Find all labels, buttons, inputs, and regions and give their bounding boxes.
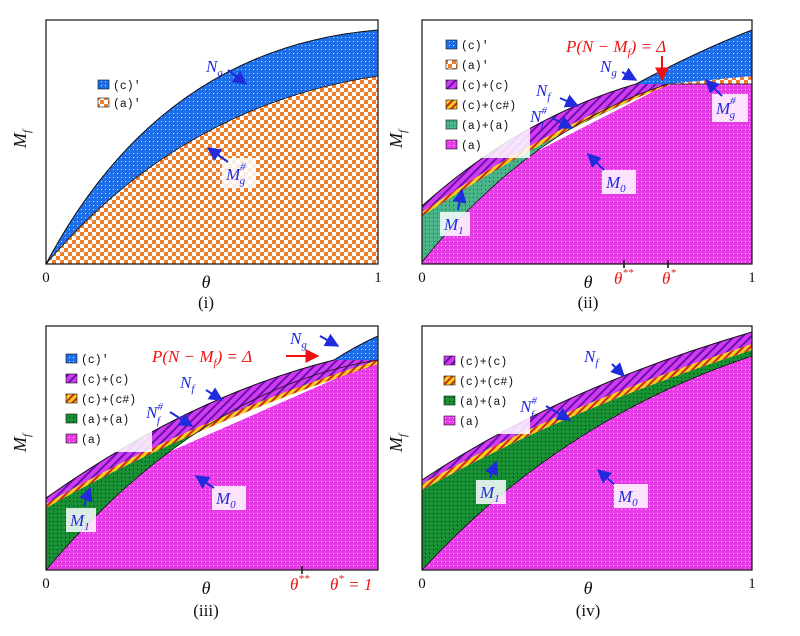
x-axis-label: θ <box>202 272 211 292</box>
x-min-tick: 0 <box>42 576 50 592</box>
region-c-plus-c <box>422 332 752 484</box>
region-c-plus-c-sharp <box>46 360 378 508</box>
legend-item: (c)+(c#) <box>459 376 514 389</box>
theta-double-star: θ** <box>614 267 634 288</box>
panel-caption: (i) <box>198 293 214 312</box>
region-a <box>422 356 752 570</box>
plot-frame <box>45 325 379 571</box>
nf-sharp-label: N# f <box>529 105 547 131</box>
arrow-icon <box>452 188 467 211</box>
y-axis-label: Mf <box>386 128 409 149</box>
arrow-icon <box>194 475 215 489</box>
m0-label: M0 <box>215 489 236 511</box>
x-max-tick: 1 <box>374 270 382 286</box>
arrow-icon <box>705 79 723 97</box>
nf-label: Nf <box>583 347 600 369</box>
legend-item: (a) <box>459 416 480 429</box>
legend-item: (a)+(a) <box>459 396 507 409</box>
ng-label: Ng <box>205 57 223 79</box>
legend-item: (a)' <box>461 60 489 73</box>
arrow-icon <box>559 94 580 108</box>
arrow-icon <box>169 411 194 427</box>
y-axis-label: Mf <box>10 432 33 453</box>
arrow-icon <box>610 362 625 377</box>
arrow-icon <box>485 460 499 479</box>
x-axis-label: θ <box>584 578 593 598</box>
region-a-plus-a <box>422 350 752 570</box>
arrow-icon <box>551 116 574 129</box>
theta-double-star: θ** <box>290 573 310 594</box>
arrow-icon <box>587 153 605 171</box>
condition-label: P(N − Mf) = Δ <box>565 37 666 59</box>
region-c-prime <box>334 336 378 360</box>
panel-iv: (c)+(c) (c)+(c#) (a)+(a) (a) Nf N# f M0 M… <box>386 325 756 620</box>
x-min-tick: 0 <box>418 576 426 592</box>
arrow-icon <box>205 387 224 401</box>
arrow-icon <box>545 405 572 421</box>
y-axis-label: Mf <box>10 128 33 149</box>
m0-label: M0 <box>605 173 626 195</box>
legend-item: (c)+(c) <box>81 374 129 387</box>
legend-item: (c)+(c) <box>459 356 507 369</box>
arrow-icon <box>206 147 229 163</box>
mg-label: M# g <box>715 95 736 121</box>
x-axis-label: θ <box>584 272 593 292</box>
nf-label: Nf <box>535 81 552 103</box>
panel-caption: (ii) <box>578 293 599 312</box>
condition-label: P(N − Mf) = Δ <box>151 347 252 369</box>
m0-label: M0 <box>617 487 638 509</box>
x-min-tick: 0 <box>42 270 50 286</box>
m1-label: M1 <box>69 511 90 533</box>
legend-item: (a)' <box>113 98 141 111</box>
arrow-icon <box>319 333 340 347</box>
legend: (c)' (c)+(c) (c)+(c#) (a)+(a) (a) <box>65 353 136 447</box>
legend-item: (a) <box>461 140 482 153</box>
m1-label: M1 <box>479 483 500 505</box>
plot-frame <box>45 19 379 265</box>
arrow-icon <box>227 69 248 85</box>
region-a <box>422 84 752 264</box>
legend: (c)' (a)' (c)+(c) (c)+(c#) (a)+(a) (a) <box>445 39 516 153</box>
legend: (c)+(c) (c)+(c#) (a)+(a) (a) <box>443 355 514 429</box>
arrow-icon <box>79 486 93 507</box>
legend-item: (c)+(c#) <box>461 100 516 113</box>
panel-i: (c)' (a)' Ng M# g 0 1 θ Mf (i) <box>10 19 382 312</box>
legend-item: (c)+(c) <box>461 80 509 93</box>
panel-caption: (iv) <box>576 601 601 620</box>
plot-frame <box>421 325 753 571</box>
region-c-prime <box>46 30 378 264</box>
x-min-tick: 0 <box>418 270 426 286</box>
plot-frame <box>421 19 753 265</box>
region-a <box>46 360 378 570</box>
legend: (c)' (a)' <box>97 79 141 111</box>
legend-item: (a)+(a) <box>81 414 129 427</box>
legend-item: (c)' <box>113 80 141 93</box>
panel-iii: (c)' (c)+(c) (c)+(c#) (a)+(a) (a) P(N − … <box>10 325 379 620</box>
arrow-icon <box>621 67 638 81</box>
legend-item: (c)+(c#) <box>81 394 136 407</box>
arrow-icon <box>596 469 615 485</box>
nf-sharp-label: N# f <box>519 395 537 421</box>
nf-sharp-label: N# f <box>145 401 163 427</box>
y-axis-label: Mf <box>386 432 409 453</box>
m1-label: M1 <box>443 215 464 237</box>
panel-ii: (c)' (a)' (c)+(c) (c)+(c#) (a)+(a) (a) P… <box>386 19 756 312</box>
ng-label: Ng <box>289 329 307 351</box>
region-a-prime <box>46 76 378 264</box>
x-axis-label: θ <box>202 578 211 598</box>
mg-label: M# g <box>225 161 246 187</box>
legend-item: (a) <box>81 434 102 447</box>
theta-star: θ* = 1 <box>330 573 372 594</box>
legend-item: (c)' <box>81 354 109 367</box>
legend-item: (c)' <box>461 40 489 53</box>
x-max-tick: 1 <box>748 270 756 286</box>
ng-label: Ng <box>599 57 617 79</box>
legend-item: (a)+(a) <box>461 120 509 133</box>
panel-caption: (iii) <box>193 601 219 620</box>
theta-star: θ* <box>662 267 676 288</box>
nf-label: Nf <box>179 373 196 395</box>
x-max-tick: 1 <box>748 576 756 592</box>
region-c-plus-c-sharp <box>422 344 752 490</box>
